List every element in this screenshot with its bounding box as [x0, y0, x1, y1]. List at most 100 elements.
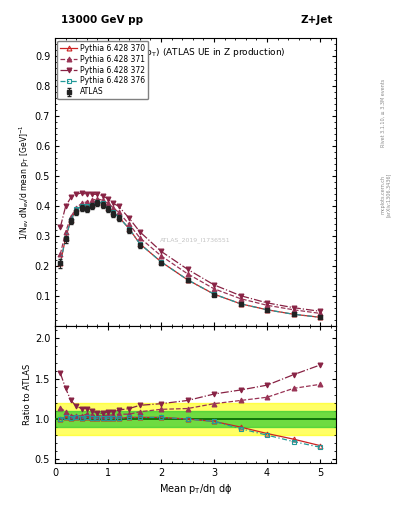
Text: Z+Jet: Z+Jet [301, 14, 333, 25]
Pythia 6.428 371 [116, 209, 121, 216]
Pythia 6.428 376 [212, 291, 217, 297]
Pythia 6.428 372 [291, 305, 296, 311]
Bar [55, 411, 336, 427]
Pythia 6.428 370 [79, 203, 84, 209]
Pythia 6.428 371 [100, 197, 105, 203]
Pythia 6.428 376 [84, 203, 89, 209]
Pythia 6.428 371 [265, 302, 270, 308]
Pythia 6.428 372 [58, 224, 62, 230]
Pythia 6.428 376 [90, 202, 94, 208]
Pythia 6.428 371 [127, 221, 132, 227]
Pythia 6.428 370 [95, 199, 100, 205]
Pythia 6.428 370 [68, 217, 73, 223]
Pythia 6.428 372 [212, 282, 217, 288]
Pythia 6.428 372 [95, 191, 100, 198]
Pythia 6.428 372 [100, 193, 105, 199]
Text: [arXiv:1306.3436]: [arXiv:1306.3436] [386, 173, 391, 217]
Pythia 6.428 370 [185, 276, 190, 283]
Pythia 6.428 370 [100, 200, 105, 206]
Pythia 6.428 371 [212, 286, 217, 292]
Legend: Pythia 6.428 370, Pythia 6.428 371, Pythia 6.428 372, Pythia 6.428 376, ATLAS: Pythia 6.428 370, Pythia 6.428 371, Pyth… [57, 40, 149, 99]
Pythia 6.428 372 [63, 203, 68, 209]
Pythia 6.428 370 [74, 206, 79, 212]
X-axis label: Mean $p_T/d\eta\ d\phi$: Mean $p_T/d\eta\ d\phi$ [159, 482, 232, 497]
Pythia 6.428 376 [159, 259, 163, 265]
Pythia 6.428 372 [159, 248, 163, 254]
Pythia 6.428 372 [90, 191, 94, 198]
Pythia 6.428 370 [238, 301, 243, 307]
Pythia 6.428 371 [291, 307, 296, 313]
Pythia 6.428 370 [265, 307, 270, 313]
Text: Rivet 3.1.10, ≥ 3.3M events: Rivet 3.1.10, ≥ 3.3M events [381, 78, 386, 147]
Pythia 6.428 372 [116, 203, 121, 209]
Pythia 6.428 370 [116, 214, 121, 220]
Pythia 6.428 376 [185, 276, 190, 283]
Pythia 6.428 371 [84, 199, 89, 205]
Pythia 6.428 376 [63, 234, 68, 241]
Pythia 6.428 371 [58, 251, 62, 258]
Pythia 6.428 371 [185, 271, 190, 277]
Pythia 6.428 376 [138, 241, 142, 247]
Y-axis label: $1/N_{ev}\ dN_{ev}/d$ mean $p_T$ [GeV]$^{-1}$: $1/N_{ev}\ dN_{ev}/d$ mean $p_T$ [GeV]$^… [18, 124, 32, 240]
Pythia 6.428 371 [90, 197, 94, 203]
Bar [55, 403, 336, 435]
Pythia 6.428 372 [74, 191, 79, 198]
Pythia 6.428 372 [111, 200, 116, 206]
Pythia 6.428 371 [68, 214, 73, 220]
Pythia 6.428 372 [318, 308, 323, 314]
Pythia 6.428 371 [111, 205, 116, 211]
Pythia 6.428 370 [84, 203, 89, 209]
Text: ATLAS_2019_I1736551: ATLAS_2019_I1736551 [160, 237, 231, 243]
Pythia 6.428 376 [106, 205, 110, 211]
Pythia 6.428 372 [127, 215, 132, 221]
Pythia 6.428 376 [291, 311, 296, 317]
Pythia 6.428 372 [138, 229, 142, 235]
Pythia 6.428 371 [63, 229, 68, 235]
Pythia 6.428 370 [291, 311, 296, 317]
Pythia 6.428 370 [212, 291, 217, 297]
Pythia 6.428 370 [111, 209, 116, 216]
Pythia 6.428 370 [159, 259, 163, 265]
Pythia 6.428 370 [90, 202, 94, 208]
Pythia 6.428 376 [265, 307, 270, 313]
Line: Pythia 6.428 372: Pythia 6.428 372 [58, 190, 323, 314]
Pythia 6.428 371 [138, 234, 142, 241]
Pythia 6.428 371 [238, 295, 243, 302]
Pythia 6.428 370 [58, 260, 62, 266]
Pythia 6.428 371 [79, 200, 84, 206]
Pythia 6.428 372 [68, 194, 73, 200]
Pythia 6.428 371 [95, 196, 100, 202]
Text: Scalar $\Sigma(p_T)$ (ATLAS UE in Z production): Scalar $\Sigma(p_T)$ (ATLAS UE in Z prod… [106, 46, 285, 58]
Pythia 6.428 372 [106, 196, 110, 202]
Text: 13000 GeV pp: 13000 GeV pp [61, 14, 143, 25]
Pythia 6.428 376 [68, 217, 73, 223]
Pythia 6.428 376 [95, 199, 100, 205]
Pythia 6.428 370 [138, 241, 142, 247]
Y-axis label: Ratio to ATLAS: Ratio to ATLAS [23, 364, 32, 425]
Pythia 6.428 372 [185, 266, 190, 272]
Pythia 6.428 370 [63, 234, 68, 241]
Pythia 6.428 376 [79, 203, 84, 209]
Pythia 6.428 372 [238, 293, 243, 299]
Pythia 6.428 376 [116, 214, 121, 220]
Pythia 6.428 376 [318, 314, 323, 321]
Pythia 6.428 371 [159, 253, 163, 259]
Pythia 6.428 371 [106, 200, 110, 206]
Pythia 6.428 370 [106, 205, 110, 211]
Pythia 6.428 376 [74, 206, 79, 212]
Pythia 6.428 376 [238, 301, 243, 307]
Pythia 6.428 376 [111, 209, 116, 216]
Line: Pythia 6.428 376: Pythia 6.428 376 [58, 200, 322, 319]
Pythia 6.428 372 [265, 300, 270, 306]
Line: Pythia 6.428 370: Pythia 6.428 370 [58, 199, 323, 319]
Pythia 6.428 370 [318, 314, 323, 321]
Pythia 6.428 371 [318, 310, 323, 316]
Pythia 6.428 371 [74, 205, 79, 211]
Pythia 6.428 376 [58, 260, 62, 266]
Line: Pythia 6.428 371: Pythia 6.428 371 [58, 197, 323, 316]
Text: mcplots.cern.ch: mcplots.cern.ch [381, 175, 386, 214]
Pythia 6.428 372 [79, 190, 84, 196]
Pythia 6.428 372 [84, 191, 89, 198]
Pythia 6.428 376 [100, 200, 105, 206]
Pythia 6.428 370 [127, 226, 132, 232]
